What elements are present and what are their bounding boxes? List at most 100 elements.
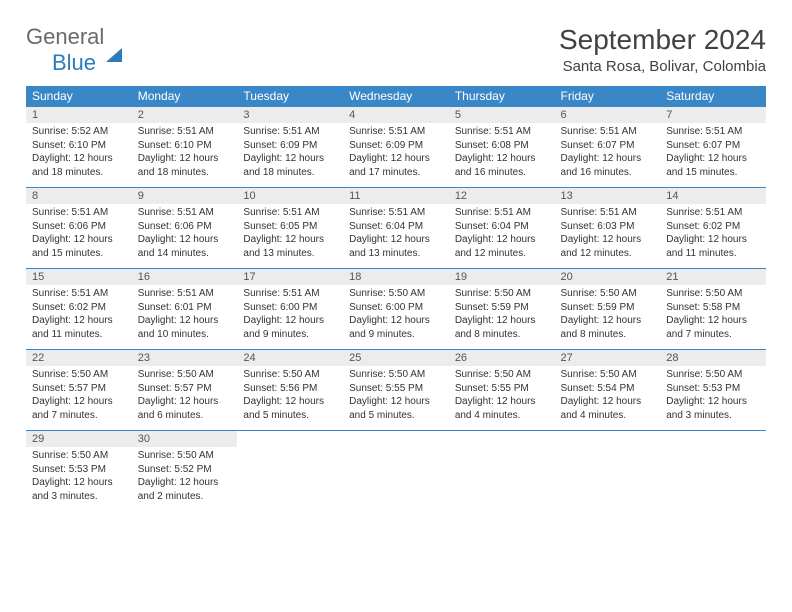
- calendar-day-cell: 29Sunrise: 5:50 AMSunset: 5:53 PMDayligh…: [26, 431, 132, 512]
- day-details: Sunrise: 5:51 AMSunset: 6:04 PMDaylight:…: [449, 204, 555, 268]
- sunrise-text: Sunrise: 5:50 AM: [243, 368, 337, 382]
- day-details: Sunrise: 5:51 AMSunset: 6:07 PMDaylight:…: [660, 123, 766, 187]
- calendar-day-cell: 9Sunrise: 5:51 AMSunset: 6:06 PMDaylight…: [132, 188, 238, 269]
- sunset-text: Sunset: 6:00 PM: [349, 301, 443, 315]
- sunset-text: Sunset: 6:02 PM: [666, 220, 760, 234]
- calendar-day-cell: 11Sunrise: 5:51 AMSunset: 6:04 PMDayligh…: [343, 188, 449, 269]
- daylight-text-1: Daylight: 12 hours: [243, 314, 337, 328]
- daylight-text-2: and 6 minutes.: [138, 409, 232, 423]
- day-details: Sunrise: 5:51 AMSunset: 6:09 PMDaylight:…: [343, 123, 449, 187]
- sunrise-text: Sunrise: 5:51 AM: [138, 125, 232, 139]
- day-details: Sunrise: 5:52 AMSunset: 6:10 PMDaylight:…: [26, 123, 132, 187]
- day-number: 25: [343, 350, 449, 366]
- calendar-day-cell: 27Sunrise: 5:50 AMSunset: 5:54 PMDayligh…: [555, 350, 661, 431]
- day-details: Sunrise: 5:51 AMSunset: 6:02 PMDaylight:…: [660, 204, 766, 268]
- weekday-header: Monday: [132, 86, 238, 107]
- day-number: 22: [26, 350, 132, 366]
- sunrise-text: Sunrise: 5:50 AM: [32, 368, 126, 382]
- calendar-day-cell: [449, 431, 555, 512]
- day-details: Sunrise: 5:51 AMSunset: 6:02 PMDaylight:…: [26, 285, 132, 349]
- day-details: Sunrise: 5:50 AMSunset: 5:54 PMDaylight:…: [555, 366, 661, 430]
- day-details: Sunrise: 5:51 AMSunset: 6:06 PMDaylight:…: [26, 204, 132, 268]
- calendar-day-cell: 28Sunrise: 5:50 AMSunset: 5:53 PMDayligh…: [660, 350, 766, 431]
- calendar-day-cell: 1Sunrise: 5:52 AMSunset: 6:10 PMDaylight…: [26, 107, 132, 188]
- sunrise-text: Sunrise: 5:50 AM: [455, 368, 549, 382]
- daylight-text-1: Daylight: 12 hours: [32, 152, 126, 166]
- calendar-body: 1Sunrise: 5:52 AMSunset: 6:10 PMDaylight…: [26, 107, 766, 512]
- calendar-day-cell: 16Sunrise: 5:51 AMSunset: 6:01 PMDayligh…: [132, 269, 238, 350]
- day-number: 6: [555, 107, 661, 123]
- calendar-day-cell: [555, 431, 661, 512]
- day-number: 16: [132, 269, 238, 285]
- calendar-day-cell: 24Sunrise: 5:50 AMSunset: 5:56 PMDayligh…: [237, 350, 343, 431]
- day-number: 21: [660, 269, 766, 285]
- sunset-text: Sunset: 6:03 PM: [561, 220, 655, 234]
- daylight-text-2: and 9 minutes.: [349, 328, 443, 342]
- sunset-text: Sunset: 5:52 PM: [138, 463, 232, 477]
- day-number: 4: [343, 107, 449, 123]
- day-number: 24: [237, 350, 343, 366]
- calendar-day-cell: 12Sunrise: 5:51 AMSunset: 6:04 PMDayligh…: [449, 188, 555, 269]
- day-number: 7: [660, 107, 766, 123]
- sunrise-text: Sunrise: 5:51 AM: [455, 125, 549, 139]
- daylight-text-1: Daylight: 12 hours: [243, 233, 337, 247]
- daylight-text-1: Daylight: 12 hours: [349, 395, 443, 409]
- daylight-text-2: and 14 minutes.: [138, 247, 232, 261]
- day-number: 11: [343, 188, 449, 204]
- sunrise-text: Sunrise: 5:51 AM: [243, 125, 337, 139]
- sunrise-text: Sunrise: 5:51 AM: [32, 287, 126, 301]
- calendar-day-cell: 15Sunrise: 5:51 AMSunset: 6:02 PMDayligh…: [26, 269, 132, 350]
- day-details: Sunrise: 5:50 AMSunset: 5:57 PMDaylight:…: [26, 366, 132, 430]
- daylight-text-1: Daylight: 12 hours: [138, 233, 232, 247]
- calendar-day-cell: 8Sunrise: 5:51 AMSunset: 6:06 PMDaylight…: [26, 188, 132, 269]
- day-details: Sunrise: 5:50 AMSunset: 5:58 PMDaylight:…: [660, 285, 766, 349]
- daylight-text-1: Daylight: 12 hours: [243, 395, 337, 409]
- sunrise-text: Sunrise: 5:51 AM: [243, 287, 337, 301]
- day-number: 10: [237, 188, 343, 204]
- daylight-text-2: and 5 minutes.: [243, 409, 337, 423]
- daylight-text-1: Daylight: 12 hours: [349, 314, 443, 328]
- day-details: Sunrise: 5:51 AMSunset: 6:09 PMDaylight:…: [237, 123, 343, 187]
- calendar-day-cell: 7Sunrise: 5:51 AMSunset: 6:07 PMDaylight…: [660, 107, 766, 188]
- sunset-text: Sunset: 5:59 PM: [561, 301, 655, 315]
- calendar-day-cell: 6Sunrise: 5:51 AMSunset: 6:07 PMDaylight…: [555, 107, 661, 188]
- daylight-text-1: Daylight: 12 hours: [32, 395, 126, 409]
- daylight-text-2: and 3 minutes.: [666, 409, 760, 423]
- day-details: Sunrise: 5:51 AMSunset: 6:01 PMDaylight:…: [132, 285, 238, 349]
- sunset-text: Sunset: 6:08 PM: [455, 139, 549, 153]
- daylight-text-2: and 5 minutes.: [349, 409, 443, 423]
- calendar-table: SundayMondayTuesdayWednesdayThursdayFrid…: [26, 86, 766, 511]
- sunset-text: Sunset: 5:57 PM: [32, 382, 126, 396]
- sunrise-text: Sunrise: 5:50 AM: [349, 368, 443, 382]
- daylight-text-1: Daylight: 12 hours: [243, 152, 337, 166]
- day-details: Sunrise: 5:51 AMSunset: 6:08 PMDaylight:…: [449, 123, 555, 187]
- sunrise-text: Sunrise: 5:50 AM: [666, 287, 760, 301]
- sunset-text: Sunset: 6:09 PM: [349, 139, 443, 153]
- day-number: 14: [660, 188, 766, 204]
- sunrise-text: Sunrise: 5:51 AM: [666, 206, 760, 220]
- sunset-text: Sunset: 6:05 PM: [243, 220, 337, 234]
- title-block: September 2024 Santa Rosa, Bolivar, Colo…: [559, 24, 766, 75]
- calendar-day-cell: [660, 431, 766, 512]
- daylight-text-1: Daylight: 12 hours: [138, 395, 232, 409]
- weekday-header: Tuesday: [237, 86, 343, 107]
- weekday-header: Wednesday: [343, 86, 449, 107]
- sunset-text: Sunset: 6:06 PM: [32, 220, 126, 234]
- calendar-week-row: 8Sunrise: 5:51 AMSunset: 6:06 PMDaylight…: [26, 188, 766, 269]
- daylight-text-1: Daylight: 12 hours: [138, 314, 232, 328]
- sunrise-text: Sunrise: 5:51 AM: [561, 206, 655, 220]
- calendar-day-cell: 2Sunrise: 5:51 AMSunset: 6:10 PMDaylight…: [132, 107, 238, 188]
- sunrise-text: Sunrise: 5:50 AM: [455, 287, 549, 301]
- day-number: 13: [555, 188, 661, 204]
- daylight-text-2: and 11 minutes.: [32, 328, 126, 342]
- sunset-text: Sunset: 6:06 PM: [138, 220, 232, 234]
- calendar-day-cell: [237, 431, 343, 512]
- day-details: Sunrise: 5:51 AMSunset: 6:04 PMDaylight:…: [343, 204, 449, 268]
- calendar-day-cell: 5Sunrise: 5:51 AMSunset: 6:08 PMDaylight…: [449, 107, 555, 188]
- calendar-week-row: 15Sunrise: 5:51 AMSunset: 6:02 PMDayligh…: [26, 269, 766, 350]
- day-number: 20: [555, 269, 661, 285]
- sunrise-text: Sunrise: 5:50 AM: [349, 287, 443, 301]
- daylight-text-1: Daylight: 12 hours: [138, 476, 232, 490]
- month-title: September 2024: [559, 24, 766, 56]
- weekday-header: Saturday: [660, 86, 766, 107]
